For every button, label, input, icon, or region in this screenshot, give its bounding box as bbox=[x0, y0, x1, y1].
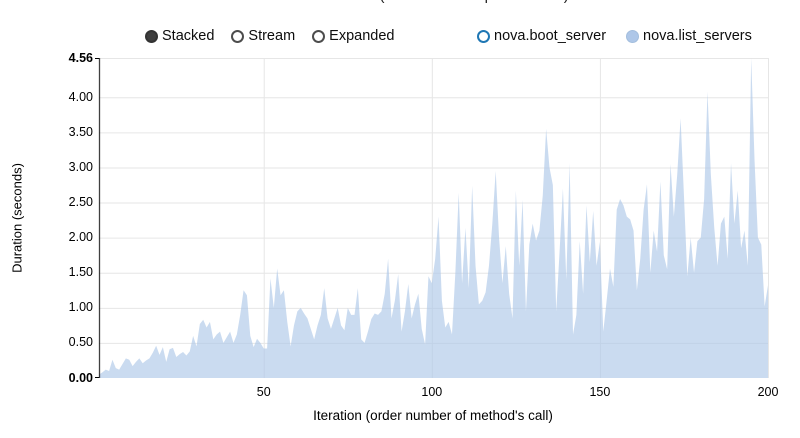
y-axis-tick-label: 0.00 bbox=[68, 370, 93, 385]
radio-selected-icon bbox=[145, 29, 158, 43]
radio-unselected-icon bbox=[231, 29, 245, 43]
y-axis-tick-label: 4.00 bbox=[68, 89, 93, 104]
x-axis-tick-label: 150 bbox=[589, 385, 611, 399]
x-axis-title: Iteration (order number of method's call… bbox=[313, 408, 553, 423]
y-axis-tick-label: 1.00 bbox=[68, 300, 93, 315]
y-axis-tick-label: 4.56 bbox=[68, 50, 93, 65]
control-label: Expanded bbox=[329, 28, 395, 44]
control-radio-stream[interactable]: Stream bbox=[231, 28, 295, 44]
clipped-page-title: Durations (atomic actions per iteration) bbox=[280, 0, 600, 7]
x-axis-tick-label: 200 bbox=[757, 385, 779, 399]
chart-style-controls: Stacked Stream Expanded bbox=[145, 28, 394, 44]
y-axis-tick-label: 3.50 bbox=[68, 124, 93, 139]
y-axis-tick-label: 1.50 bbox=[68, 265, 93, 280]
y-axis-tick-label: 2.00 bbox=[68, 230, 93, 245]
y-axis-tick-label: 2.50 bbox=[68, 195, 93, 210]
y-axis-tick-label: 0.50 bbox=[68, 335, 93, 350]
legend-series-enabled-icon bbox=[626, 29, 640, 43]
legend-label: nova.list_servers bbox=[643, 28, 752, 44]
legend-item-nova-list-servers[interactable]: nova.list_servers bbox=[626, 28, 752, 44]
radio-unselected-icon bbox=[312, 29, 326, 43]
control-label: Stream bbox=[248, 28, 296, 44]
legend-item-nova-boot-server[interactable]: nova.boot_server bbox=[477, 28, 606, 44]
control-label: Stacked bbox=[162, 28, 215, 44]
control-radio-stacked[interactable]: Stacked bbox=[145, 28, 214, 44]
control-radio-expanded[interactable]: Expanded bbox=[312, 28, 394, 44]
y-axis-tick-label: 3.00 bbox=[68, 159, 93, 174]
x-axis-tick-label: 50 bbox=[256, 385, 271, 399]
legend-label: nova.boot_server bbox=[494, 28, 607, 44]
stacked-area-plot[interactable] bbox=[95, 58, 769, 378]
x-axis-tick-label: 100 bbox=[421, 385, 443, 399]
y-axis-title: Duration (seconds) bbox=[9, 163, 25, 273]
legend-series-disabled-icon bbox=[477, 29, 490, 43]
series-legend: nova.boot_server nova.list_servers bbox=[477, 28, 752, 44]
area-series-nova-list_servers[interactable] bbox=[99, 58, 768, 378]
